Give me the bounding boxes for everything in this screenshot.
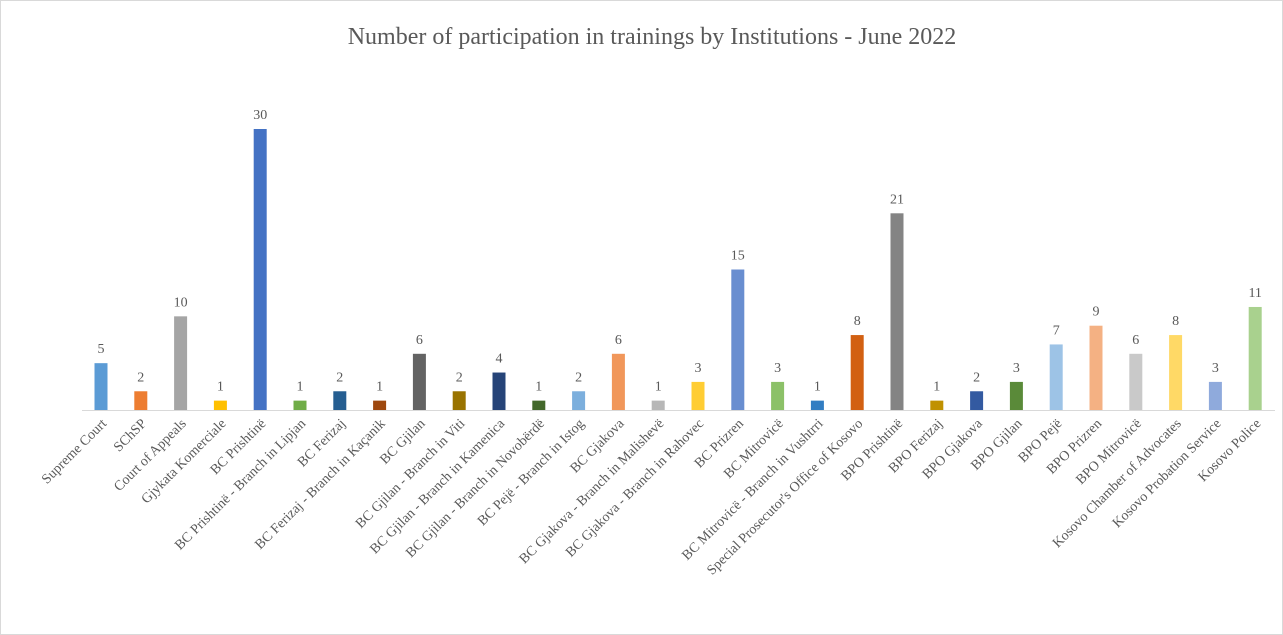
value-label: 1 bbox=[217, 380, 224, 395]
chart-title: Number of participation in trainings by … bbox=[348, 24, 957, 50]
value-label: 21 bbox=[890, 192, 904, 207]
value-label: 1 bbox=[933, 380, 940, 395]
bar bbox=[1169, 335, 1183, 410]
bar bbox=[970, 391, 984, 410]
bar bbox=[373, 400, 387, 410]
value-label: 3 bbox=[1212, 361, 1219, 376]
bar bbox=[532, 400, 546, 410]
value-label: 6 bbox=[416, 333, 423, 348]
value-label: 7 bbox=[1053, 323, 1060, 338]
value-label: 10 bbox=[174, 295, 188, 310]
value-label: 1 bbox=[655, 380, 662, 395]
value-label: 6 bbox=[1132, 333, 1139, 348]
value-label: 2 bbox=[137, 370, 144, 385]
value-label: 2 bbox=[336, 370, 343, 385]
bar bbox=[572, 391, 586, 410]
value-label: 2 bbox=[575, 370, 582, 385]
bar bbox=[930, 400, 944, 410]
bar bbox=[890, 213, 904, 410]
bar bbox=[253, 129, 267, 410]
value-label: 5 bbox=[98, 342, 105, 357]
value-label: 3 bbox=[774, 361, 781, 376]
bar bbox=[1208, 381, 1222, 410]
bar bbox=[691, 381, 705, 410]
bar bbox=[810, 400, 824, 410]
value-label: 4 bbox=[496, 352, 503, 367]
value-label: 1 bbox=[297, 380, 304, 395]
bar bbox=[611, 353, 625, 410]
value-label: 8 bbox=[1172, 314, 1179, 329]
value-label: 30 bbox=[253, 108, 267, 123]
value-label: 6 bbox=[615, 333, 622, 348]
value-label: 8 bbox=[854, 314, 861, 329]
bar bbox=[771, 381, 785, 410]
bar bbox=[850, 335, 864, 410]
bar bbox=[412, 353, 426, 410]
bar bbox=[333, 391, 347, 410]
value-label: 2 bbox=[456, 370, 463, 385]
bar bbox=[1089, 325, 1103, 410]
bar bbox=[1248, 306, 1262, 410]
bar bbox=[1049, 344, 1063, 410]
value-label: 3 bbox=[695, 361, 702, 376]
bar bbox=[651, 400, 665, 410]
value-label: 1 bbox=[814, 380, 821, 395]
bar bbox=[94, 363, 108, 410]
bar bbox=[293, 400, 307, 410]
bar bbox=[134, 391, 148, 410]
bar bbox=[1129, 353, 1143, 410]
value-label: 1 bbox=[376, 380, 383, 395]
value-label: 3 bbox=[1013, 361, 1020, 376]
value-label: 15 bbox=[731, 249, 745, 264]
bar bbox=[1009, 381, 1023, 410]
bar bbox=[452, 391, 466, 410]
bar bbox=[213, 400, 227, 410]
value-label: 11 bbox=[1248, 286, 1261, 301]
value-label: 2 bbox=[973, 370, 980, 385]
bar bbox=[731, 269, 745, 410]
value-label: 9 bbox=[1093, 305, 1100, 320]
bar bbox=[174, 316, 188, 410]
value-label: 1 bbox=[535, 380, 542, 395]
bar bbox=[492, 372, 506, 410]
